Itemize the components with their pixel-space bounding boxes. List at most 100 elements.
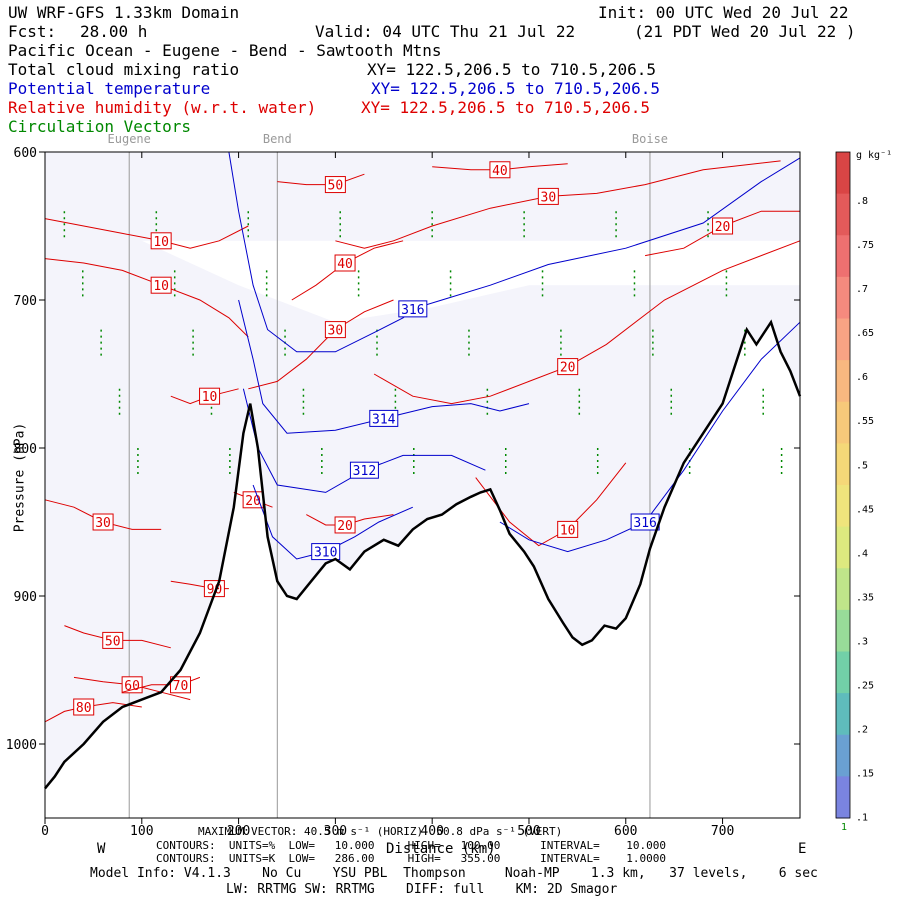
west-end-label: W: [97, 841, 106, 857]
plot-frame: [44, 151, 801, 819]
y-tick-label: 900: [14, 590, 37, 605]
rh-contour-label: 80: [76, 701, 92, 716]
y-tick-label: 800: [14, 442, 37, 457]
colorbar-label: .75: [856, 240, 874, 251]
terrain-line: [44, 319, 802, 790]
theta-contour-label: 312: [353, 464, 376, 479]
valid-time: Valid: 04 UTC Thu 21 Jul 22: [315, 22, 576, 41]
colorbar-label: .7: [856, 284, 868, 295]
colorbar-label: .1: [856, 813, 868, 824]
colorbar-swatch: [836, 360, 850, 403]
rh-contour-label: 10: [560, 523, 576, 538]
rh-contour: [335, 160, 781, 249]
theta-contour-label: 316: [633, 516, 656, 531]
theta-contour: [238, 299, 530, 434]
rh-contour-label-box: [712, 217, 734, 235]
rh-contour-label: 10: [202, 390, 218, 405]
rh-contour-label-box: [334, 254, 356, 272]
rh-contour-label: 20: [715, 220, 731, 235]
colorbar-swatch: [836, 568, 850, 611]
colorbar-swatch: [836, 693, 850, 736]
theta-contour-info: CONTOURS: UNITS=K LOW= 286.00 HIGH= 355.…: [156, 852, 666, 865]
colorbar-label: .3: [856, 636, 868, 647]
cloud-fill-region: [45, 226, 800, 789]
plot-area: Eugene Bend Boise 10 10 10 10 20 20 20 20 30 30 30 40 4…: [44, 132, 802, 818]
init-time: Init: 00 UTC Wed 20 Jul 22: [598, 3, 849, 22]
rh-contour-label: 30: [328, 324, 344, 339]
theta-contour-label-box: [398, 300, 428, 318]
rh-contour-label: 10: [153, 235, 169, 250]
rh-contour-info: CONTOURS: UNITS=% LOW= 10.000 HIGH= 100.…: [156, 839, 666, 852]
radiation-info: LW: RRTMG SW: RRTMG DIFF: full KM: 2D Sm…: [226, 882, 618, 897]
y-tick-label: 600: [14, 146, 37, 161]
place-label-bend: Bend: [263, 132, 292, 146]
rh-contour-label: 20: [337, 519, 353, 534]
forecast-label: Fcst:: [8, 22, 57, 41]
model-title: UW WRF-GFS 1.33km Domain: [8, 3, 240, 22]
field-cloud-xy: XY= 122.5,206.5 to 710.5,206.5: [367, 60, 656, 79]
rh-contour-label-box: [102, 631, 124, 649]
max-vector-info: MAXIMUM VECTOR: 40.5 m s⁻¹ (HORIZ) 50.8 …: [198, 825, 563, 838]
colorbar-swatch: [836, 152, 850, 195]
rh-contour-label: 40: [492, 164, 508, 179]
rh-contour-label-box: [170, 676, 192, 694]
rh-contour-label-box: [150, 276, 172, 294]
x-tick-label: 700: [711, 824, 734, 839]
rh-contour-label: 50: [105, 634, 121, 649]
x-tick-label: 500: [517, 824, 540, 839]
colorbar-swatch: [836, 651, 850, 694]
field-cloud-name: Total cloud mixing ratio: [8, 60, 240, 79]
theta-contour-label-box: [369, 409, 399, 427]
valid-local-time: (21 PDT Wed 20 Jul 22 ): [634, 22, 856, 41]
rh-contour-label-box: [334, 516, 356, 534]
rh-contour-label-box: [557, 520, 579, 538]
colorbar: g kg⁻¹ .8 .75 .7 .65 .6 .55 .5 .45 .4 .35 .3 .25 .2 .1…: [835, 150, 892, 833]
rh-contour-label: 10: [153, 279, 169, 294]
rh-contour: [248, 299, 394, 390]
field-rh-name: Relative humidity (w.r.t. water): [8, 98, 317, 117]
rh-contour-label: 50: [328, 179, 344, 194]
rh-contour-label: 30: [541, 190, 557, 205]
x-tick-label: 200: [227, 824, 250, 839]
colorbar-unit: g kg⁻¹: [856, 150, 892, 161]
colorbar-label: .25: [856, 680, 874, 691]
colorbar-swatch: [836, 734, 850, 777]
axes: 0 100 200 300 400 500 600 700 600 700 800 900 1000: [6, 146, 801, 839]
colorbar-swatch: [836, 318, 850, 361]
rh-contour-label-box: [489, 161, 511, 179]
forecast-hour: 28.00 h: [80, 22, 148, 41]
cloud-fill-upper: [45, 152, 800, 241]
rh-contour: [373, 240, 801, 405]
rh-contour-label: 40: [337, 257, 353, 272]
rh-contour-label-box: [150, 232, 172, 250]
east-end-label: E: [798, 841, 807, 857]
rh-contour-label-box: [557, 358, 579, 376]
field-vectors-name: Circulation Vectors: [8, 117, 192, 136]
colorbar-label: .4: [856, 548, 868, 559]
colorbar-swatch: [836, 776, 850, 819]
colorbar-label: .8: [856, 196, 868, 207]
rh-contour-label: 60: [124, 679, 140, 694]
colorbar-label: .65: [856, 328, 874, 339]
colorbar-label: .35: [856, 592, 874, 603]
colorbar-swatch: [836, 485, 850, 528]
rh-contour-label: 20: [245, 494, 261, 509]
rh-contour-label-box: [73, 698, 95, 716]
rh-contour-label-box: [324, 321, 346, 339]
x-tick-label: 400: [420, 824, 443, 839]
rh-contour: [475, 462, 627, 547]
theta-contour-label-box: [311, 543, 341, 561]
rh-contour-label-box: [92, 513, 114, 531]
rh-contour: [277, 173, 365, 186]
rh-contour-label-box: [324, 176, 346, 194]
colorbar-swatch: [836, 235, 850, 278]
x-tick-label: 0: [41, 824, 49, 839]
rh-contour-label: 20: [560, 361, 576, 376]
theta-contour-label: 314: [372, 412, 396, 427]
rh-contour-label: 70: [173, 679, 189, 694]
rh-contour-label-box: [537, 187, 559, 205]
colorbar-label: .15: [856, 769, 874, 780]
y-axis-title: Pressure (hPa): [12, 422, 28, 533]
theta-contour-label: 316: [401, 303, 424, 318]
